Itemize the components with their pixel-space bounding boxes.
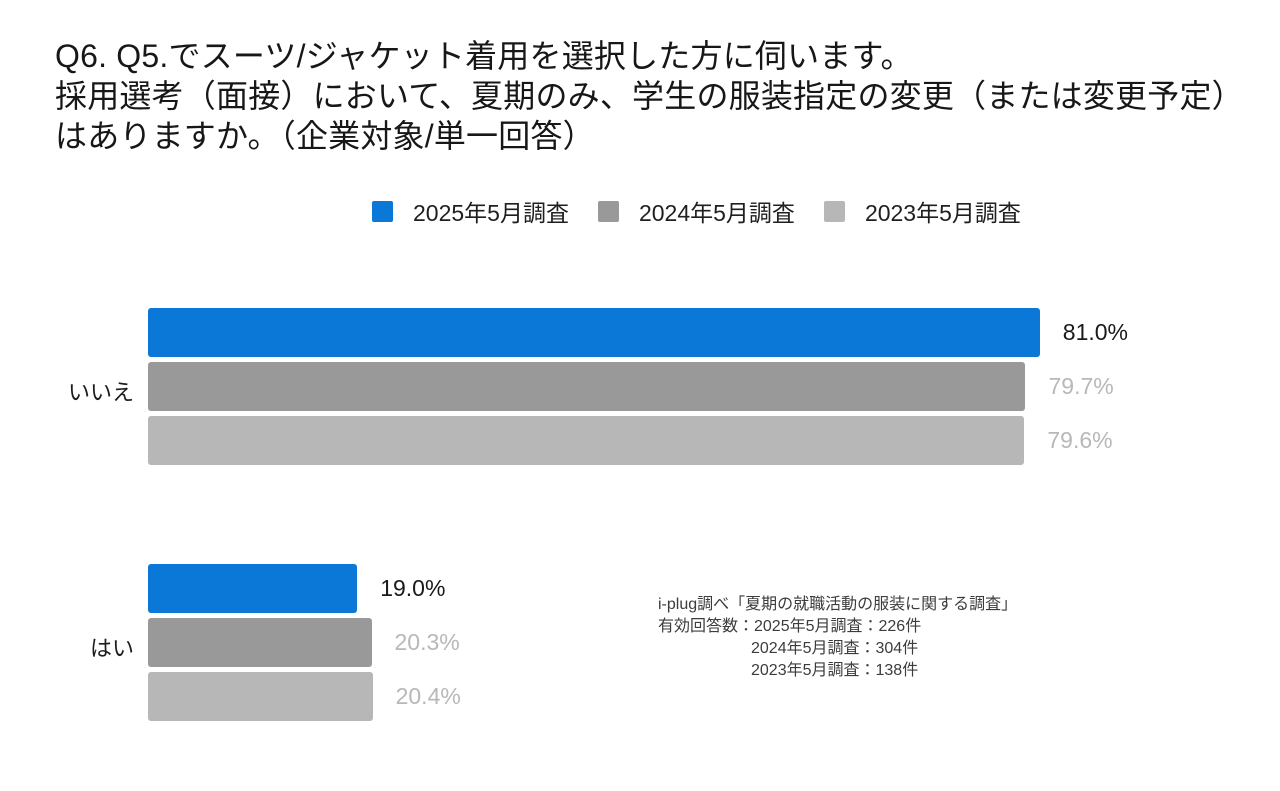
legend-swatch-2023 <box>823 200 845 222</box>
bar-iie-2023 <box>148 416 1025 465</box>
bar-row-iie-2024: 79.7% <box>148 362 1114 411</box>
legend-item-2025: 2025年5月調査 <box>372 194 569 228</box>
value-label-iie-2024: 79.7% <box>1048 373 1114 399</box>
bar-hai-2024 <box>148 618 372 667</box>
source-note-line-1: i-plug調べ「夏期の就職活動の服装に関する調査」 <box>658 596 1018 613</box>
chart-legend: 2025年5月調査 2024年5月調査 2023年5月調査 <box>372 194 1021 228</box>
category-label-iie: いいえ <box>67 380 134 405</box>
legend-label-2024: 2024年5月調査 <box>638 200 795 226</box>
value-label-hai-2023: 20.4% <box>395 683 461 709</box>
bar-row-hai-2023: 20.4% <box>148 672 461 721</box>
bar-hai-2025 <box>148 564 358 613</box>
legend-item-2023: 2023年5月調査 <box>823 194 1021 228</box>
chart-title: Q6. Q5.でスーツ/ジャケット着用を選択した方に伺います。 採用選考（面接）… <box>55 36 1244 156</box>
bar-row-iie-2025: 81.0% <box>148 308 1128 357</box>
legend-label-2023: 2023年5月調査 <box>864 200 1021 226</box>
chart-title-line-2: 採用選考（面接）において、夏期のみ、学生の服装指定の変更（または変更予定） <box>55 78 1244 114</box>
legend-swatch-2024 <box>597 200 619 222</box>
value-label-hai-2024: 20.3% <box>394 629 460 655</box>
bar-iie-2025 <box>148 308 1040 357</box>
bar-iie-2024 <box>148 362 1026 411</box>
legend-label-2025: 2025年5月調査 <box>413 200 569 226</box>
source-note-line-2: 有効回答数：2025年5月調査：226件 <box>658 618 922 635</box>
legend-swatch-2025 <box>372 200 393 222</box>
bar-row-iie-2023: 79.6% <box>148 416 1113 465</box>
category-label-hai: はい <box>89 636 134 661</box>
bar-hai-2023 <box>148 672 373 721</box>
source-note-line-4: 2023年5月調査：138件 <box>751 662 919 679</box>
chart-title-line-3: はありますか。（企業対象/単一回答） <box>55 118 595 154</box>
bar-row-hai-2025: 19.0% <box>148 564 445 613</box>
value-label-iie-2025: 81.0% <box>1062 319 1129 345</box>
bar-row-hai-2024: 20.3% <box>148 618 460 667</box>
chart-title-line-1: Q6. Q5.でスーツ/ジャケット着用を選択した方に伺います。 <box>55 38 913 74</box>
value-label-hai-2025: 19.0% <box>380 575 446 601</box>
source-note: i-plug調べ「夏期の就職活動の服装に関する調査」 有効回答数：2025年5月… <box>658 594 1017 682</box>
legend-item-2024: 2024年5月調査 <box>597 194 795 228</box>
value-label-iie-2023: 79.6% <box>1047 427 1113 453</box>
source-note-line-3: 2024年5月調査：304件 <box>751 640 919 657</box>
